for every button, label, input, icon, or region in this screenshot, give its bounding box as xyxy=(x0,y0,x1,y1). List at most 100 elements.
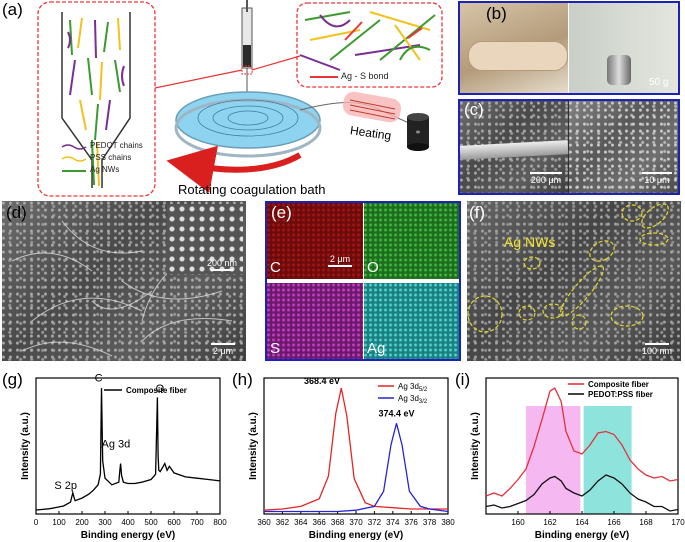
inset-sem xyxy=(167,204,243,274)
panel-c-label: (c) xyxy=(464,100,484,119)
scale-bar-200nm: 200 nm xyxy=(204,258,240,272)
heating-zone xyxy=(342,91,402,123)
legend-label-1: Ag 3d3/2 xyxy=(398,394,428,405)
x-axis-label: Binding energy (eV) xyxy=(309,530,403,541)
bond-detail-box xyxy=(296,2,443,88)
panel-b-label: (b) xyxy=(486,4,507,23)
x-tick-label: 400 xyxy=(121,518,135,527)
eds-map-c xyxy=(267,203,363,279)
peak-label-o: O xyxy=(156,383,165,395)
x-tick-label: 164 xyxy=(575,518,589,527)
x-tick-label: 170 xyxy=(671,518,685,527)
legend-label: Composite fiber xyxy=(126,386,187,395)
peak-label-s2p: S 2p xyxy=(54,480,77,492)
spinneret-nozzle xyxy=(61,12,131,188)
x-tick-label: 368 xyxy=(331,518,345,527)
bond-label: Ag - S bond xyxy=(341,71,389,81)
y-axis-label: Intensity (a.u.) xyxy=(20,412,31,480)
x-tick-label: 362 xyxy=(276,518,290,527)
weight-label: 50 g xyxy=(649,77,669,88)
legend-pss-label: PSS chains xyxy=(90,153,132,162)
panel-b-photo xyxy=(458,1,680,95)
x-tick-label: 168 xyxy=(639,518,653,527)
x-tick-label: 380 xyxy=(441,518,455,527)
x-tick-label: 162 xyxy=(543,518,557,527)
panel-d-label: (d) xyxy=(6,203,27,222)
panel-a-label: (a) xyxy=(2,0,23,19)
spool-icon xyxy=(407,113,429,151)
panel-i-label: (i) xyxy=(455,370,471,389)
panel-d-sem xyxy=(2,201,246,361)
nanowire-overlay xyxy=(11,220,233,357)
legend-label-0: Ag 3d5/2 xyxy=(398,382,428,393)
highlight-band-0 xyxy=(526,406,581,514)
legend-label-0: Composite fiber xyxy=(588,380,649,389)
y-axis-label: Intensity (a.u.) xyxy=(470,412,481,480)
legend-label-1: PEDOT:PSS fiber xyxy=(588,390,653,399)
eds-label-o: O xyxy=(367,259,379,276)
x-tick-label: 376 xyxy=(405,518,419,527)
x-tick-label: 370 xyxy=(349,518,363,527)
panel-e-eds xyxy=(265,201,461,361)
bath-label: Rotating coagulation bath xyxy=(178,182,326,197)
xps-s2p-chart: 160 162 164 166 168 170 Binding energy (eV) Int… xyxy=(470,377,685,541)
y-axis-label: Intensity (a.u.) xyxy=(248,412,259,480)
xps-ag3d-chart: 360 362 364 366 368 370 372 374 376 378 380 Binding… xyxy=(248,376,455,541)
x-tick-label: 300 xyxy=(98,518,112,527)
syringe-icon xyxy=(241,0,253,98)
x-axis-label: Binding energy (eV) xyxy=(535,530,629,541)
series-line-0 xyxy=(35,388,221,511)
scale-bar-200um: 200 μm xyxy=(526,172,566,185)
eds-map-o xyxy=(364,203,459,279)
x-tick-label: 364 xyxy=(294,518,308,527)
x-tick-label: 372 xyxy=(368,518,382,527)
x-tick-label: 0 xyxy=(34,518,39,527)
schematic-legend xyxy=(61,144,87,172)
series-line-1 xyxy=(485,474,679,512)
x-tick-label: 100 xyxy=(52,518,66,527)
peak-label-3684: 368.4 eV xyxy=(304,376,340,386)
highlight-band-1 xyxy=(583,406,632,514)
coagulation-bath xyxy=(175,91,321,149)
series-line-0 xyxy=(485,387,679,497)
nanowire-highlights xyxy=(467,203,669,333)
x-tick-label: 800 xyxy=(213,518,227,527)
peak-label-3744: 374.4 eV xyxy=(378,408,414,418)
scale-bar-2um: 2 μm xyxy=(206,343,240,356)
finger-shape xyxy=(468,41,568,71)
x-tick-label: 166 xyxy=(607,518,621,527)
x-tick-label: 200 xyxy=(75,518,89,527)
series-line-1 xyxy=(264,423,449,513)
eds-label-s: S xyxy=(270,340,281,357)
steel-weight xyxy=(607,55,631,85)
rotation-arrow xyxy=(166,145,302,193)
eds-label-ag: Ag xyxy=(367,340,386,357)
zoom-line-left xyxy=(154,69,243,89)
panel-f-label: (f) xyxy=(469,203,486,222)
x-tick-label: 600 xyxy=(167,518,181,527)
legend-agnw-label: Ag NWs xyxy=(90,165,120,174)
agnws-annotation: Ag NWs xyxy=(504,234,556,250)
xps-survey-chart: 0 100 200 300 400 500 600 700 800 Binding energy … xyxy=(20,372,227,541)
scale-bar-10um: 10 μm xyxy=(638,172,676,185)
network-chains xyxy=(299,11,436,71)
panel-e-label: (e) xyxy=(271,203,292,222)
x-tick-label: 366 xyxy=(313,518,327,527)
x-tick-label: 378 xyxy=(423,518,437,527)
eds-scale-bar: 2 μm xyxy=(322,254,358,268)
x-tick-label: 374 xyxy=(386,518,400,527)
panel-h-label: (h) xyxy=(232,370,253,389)
eds-map-ag xyxy=(364,283,459,359)
scale-bar-100nm: 100 nm xyxy=(636,343,678,356)
x-tick-label: 160 xyxy=(511,518,525,527)
x-tick-label: 360 xyxy=(257,518,271,527)
eds-label-c: C xyxy=(270,259,281,276)
peak-label-c: C xyxy=(95,372,103,384)
legend-pedot-label: PEDOT chains xyxy=(90,141,143,150)
eds-map-s xyxy=(267,283,363,359)
panel-a-schematic xyxy=(37,0,443,197)
panel-f-sem xyxy=(467,201,681,361)
x-tick-label: 500 xyxy=(144,518,158,527)
peak-label-ag3d: Ag 3d xyxy=(102,439,131,451)
panel-g-label: (g) xyxy=(2,370,23,389)
